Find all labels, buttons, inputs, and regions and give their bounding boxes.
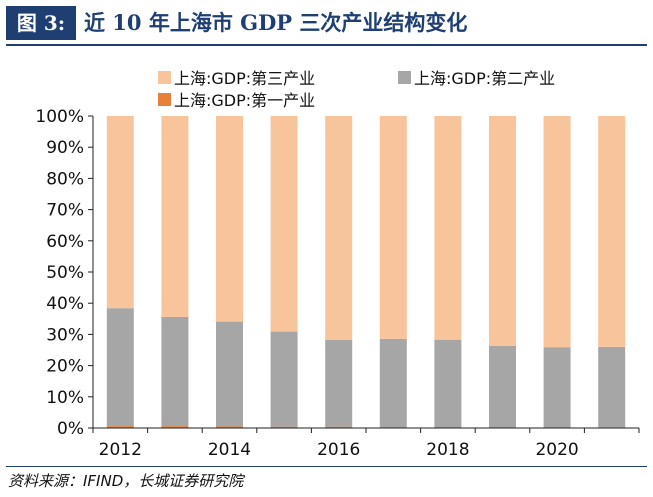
legend-label-3: 上海:GDP:第三产业 [174, 69, 315, 88]
figure-title: 近 10 年上海市 GDP 三次产业结构变化 [84, 10, 468, 35]
bar-segment-2018-s2 [434, 339, 462, 428]
y-tick-label: 20% [46, 357, 84, 377]
y-tick-label: 40% [46, 294, 84, 314]
bar-segment-2021-s3 [598, 116, 626, 347]
x-tick-label: 2018 [426, 440, 469, 460]
source-note: 资料来源：IFIND，长城证券研究院 [8, 472, 244, 490]
bar-segment-2020-s3 [543, 116, 571, 348]
y-tick-label: 90% [46, 138, 84, 158]
figure-label: 图 3: [6, 6, 76, 40]
bar-segment-2018-s3 [434, 116, 462, 340]
bar-segment-2014-s3 [216, 116, 243, 322]
x-tick-label: 2014 [208, 440, 251, 460]
x-tick-label: 2012 [99, 440, 142, 460]
y-tick-label: 70% [46, 201, 84, 221]
y-tick-label: 30% [46, 325, 84, 345]
bar-segment-2012-s3 [106, 116, 134, 309]
bar-segment-2017-s3 [379, 116, 407, 339]
y-tick-label: 100% [35, 107, 84, 127]
bottom-rule [6, 466, 647, 467]
legend-swatch-3 [158, 71, 171, 84]
bar-segment-2016-s3 [325, 116, 353, 341]
y-tick-label: 10% [46, 388, 84, 408]
bars [106, 116, 626, 428]
bar-segment-2012-s2 [106, 308, 134, 427]
bar-segment-2021-s2 [598, 346, 626, 428]
bar-segment-2019-s2 [489, 345, 516, 428]
bar-segment-2013-s2 [161, 316, 189, 427]
bar-segment-2014-s2 [216, 321, 243, 427]
y-tick-label: 80% [46, 169, 84, 189]
y-tick-label: 50% [46, 263, 84, 283]
bar-segment-2016-s1 [325, 426, 353, 428]
bar-segment-2014-s1 [216, 426, 243, 428]
legend-label-1: 上海:GDP:第一产业 [174, 91, 315, 110]
bar-segment-2015-s3 [270, 116, 298, 332]
legend-swatch-2 [398, 71, 411, 84]
bar-segment-2020-s2 [543, 347, 571, 428]
bar-segment-2016-s2 [325, 340, 353, 427]
bar-segment-2012-s1 [106, 426, 134, 428]
legend-label-2: 上海:GDP:第二产业 [414, 69, 555, 88]
x-axis: 2012 2014 2016 2018 2020 [92, 427, 640, 460]
y-axis: 0% 10% 20% 30% 40% 50% 60% 70% 80% 90% 100% [35, 107, 94, 439]
bar-segment-2013-s1 [161, 426, 189, 428]
y-tick-label: 0% [57, 419, 84, 439]
legend-swatch-1 [158, 93, 171, 106]
y-tick-label: 60% [46, 232, 84, 252]
bar-segment-2019-s3 [489, 116, 516, 346]
bar-segment-2017-s2 [379, 338, 407, 428]
bar-segment-2015-s2 [270, 331, 298, 427]
x-tick-label: 2020 [535, 440, 578, 460]
bar-segment-2015-s1 [270, 426, 298, 428]
top-rule [6, 44, 647, 46]
figure-header: 图 3: 近 10 年上海市 GDP 三次产业结构变化 [6, 6, 647, 40]
bar-segment-2013-s3 [161, 116, 189, 317]
x-tick-label: 2016 [317, 440, 360, 460]
